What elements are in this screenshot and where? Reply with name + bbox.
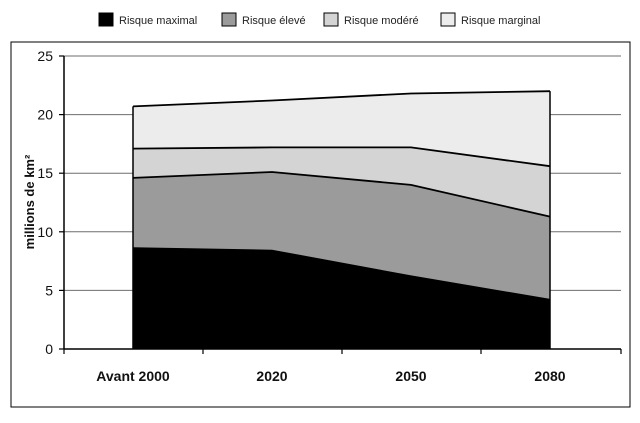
y-axis-label: millions de km² bbox=[22, 154, 37, 249]
area-3 bbox=[133, 147, 550, 217]
area-1 bbox=[133, 248, 550, 349]
legend-swatch bbox=[221, 12, 237, 27]
legend-swatch bbox=[440, 12, 456, 27]
area-boundary-2 bbox=[132, 171, 551, 218]
area-boundary-3 bbox=[132, 146, 551, 168]
y-tick-label: 20 bbox=[37, 107, 53, 123]
area-2 bbox=[133, 172, 550, 300]
y-tick-label: 25 bbox=[37, 48, 53, 64]
x-tick-label: Avant 2000 bbox=[96, 368, 170, 384]
area-series bbox=[132, 90, 551, 349]
x-tick-label: 2050 bbox=[395, 368, 426, 384]
x-tick-label: 2080 bbox=[534, 368, 565, 384]
area-boundary-4 bbox=[132, 90, 551, 108]
plot-frame bbox=[10, 41, 631, 408]
y-ticks: 0 5 10 15 20 25 bbox=[37, 48, 64, 357]
legend-label: Risque marginal bbox=[461, 15, 540, 27]
legend-swatch bbox=[323, 12, 339, 27]
legend-swatch bbox=[98, 12, 114, 27]
legend-label: Risque élevé bbox=[242, 15, 306, 27]
x-tick-label: 2020 bbox=[256, 368, 287, 384]
y-tick-label: 15 bbox=[37, 165, 53, 181]
area-boundary-1 bbox=[132, 247, 551, 301]
x-ticks: Avant 2000 2020 2050 2080 bbox=[63, 349, 622, 384]
legend-label: Risque modéré bbox=[344, 15, 419, 27]
legend-label: Risque maximal bbox=[119, 15, 197, 27]
y-tick-label: 5 bbox=[45, 282, 53, 298]
legend: Risque maximal Risque élevé Risque modéré R… bbox=[98, 12, 540, 27]
y-tick-label: 10 bbox=[37, 224, 53, 240]
y-tick-label: 0 bbox=[45, 341, 53, 357]
